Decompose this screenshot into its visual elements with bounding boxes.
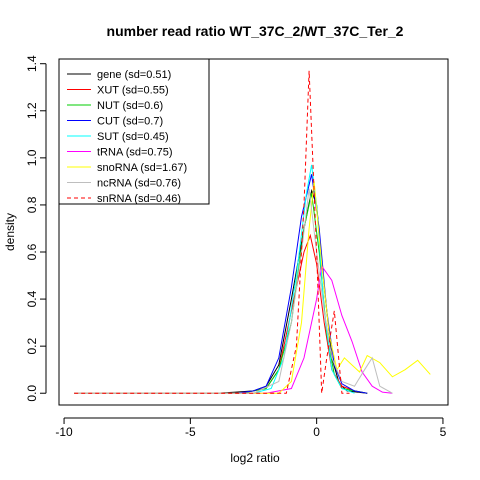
y-tick-label: 0.8: [25, 196, 39, 213]
legend-entry: snoRNA (sd=1.67): [97, 162, 187, 174]
y-tick-label: 1.2: [25, 102, 39, 119]
plot-frame: [58, 58, 449, 406]
x-axis: -10 -5 0 5: [55, 417, 447, 439]
series-line-8: [74, 70, 350, 394]
legend-entry: NUT (sd=0.6): [97, 100, 163, 112]
legend-entry: SUT (sd=0.45): [97, 131, 169, 143]
legend-entry: snRNA (sd=0.46): [97, 193, 181, 205]
y-tick-label: 1.4: [25, 55, 39, 72]
legend-entry: XUT (sd=0.55): [97, 85, 169, 97]
y-axis-label: density: [3, 213, 17, 251]
series-line-4: [74, 164, 355, 394]
legend-entry: tRNA (sd=0.75): [97, 147, 173, 159]
legend-entry: ncRNA (sd=0.76): [97, 178, 181, 190]
legend-box: [58, 58, 210, 205]
y-tick-label: 1.0: [25, 149, 39, 166]
y-tick-label: 0.4: [25, 290, 39, 307]
x-axis-label: log2 ratio: [230, 451, 280, 465]
legend-entry: gene (sd=0.51): [97, 69, 171, 81]
y-tick-label: 0.2: [25, 337, 39, 354]
series-line-7: [74, 188, 393, 394]
series-line-3: [74, 174, 368, 394]
series-line-1: [74, 233, 368, 394]
x-tick-label: 5: [440, 425, 447, 439]
chart-title: number read ratio WT_37C_2/WT_37C_Ter_2: [107, 23, 404, 39]
y-tick-label: 0.0: [25, 385, 39, 402]
x-tick-label: -5: [185, 425, 196, 439]
legend-entry: CUT (sd=0.7): [97, 116, 163, 128]
x-tick-label: -10: [55, 425, 73, 439]
series-line-5: [74, 264, 393, 394]
y-axis: 0.0 0.2 0.4 0.6 0.8 1.0 1.2 1.4: [25, 55, 47, 402]
x-tick-label: 0: [313, 425, 320, 439]
series-line-6: [74, 181, 431, 394]
legend: gene (sd=0.51) XUT (sd=0.55) NUT (sd=0.6) C…: [58, 58, 210, 205]
y-tick-label: 0.6: [25, 243, 39, 260]
series-layer: [74, 70, 431, 394]
